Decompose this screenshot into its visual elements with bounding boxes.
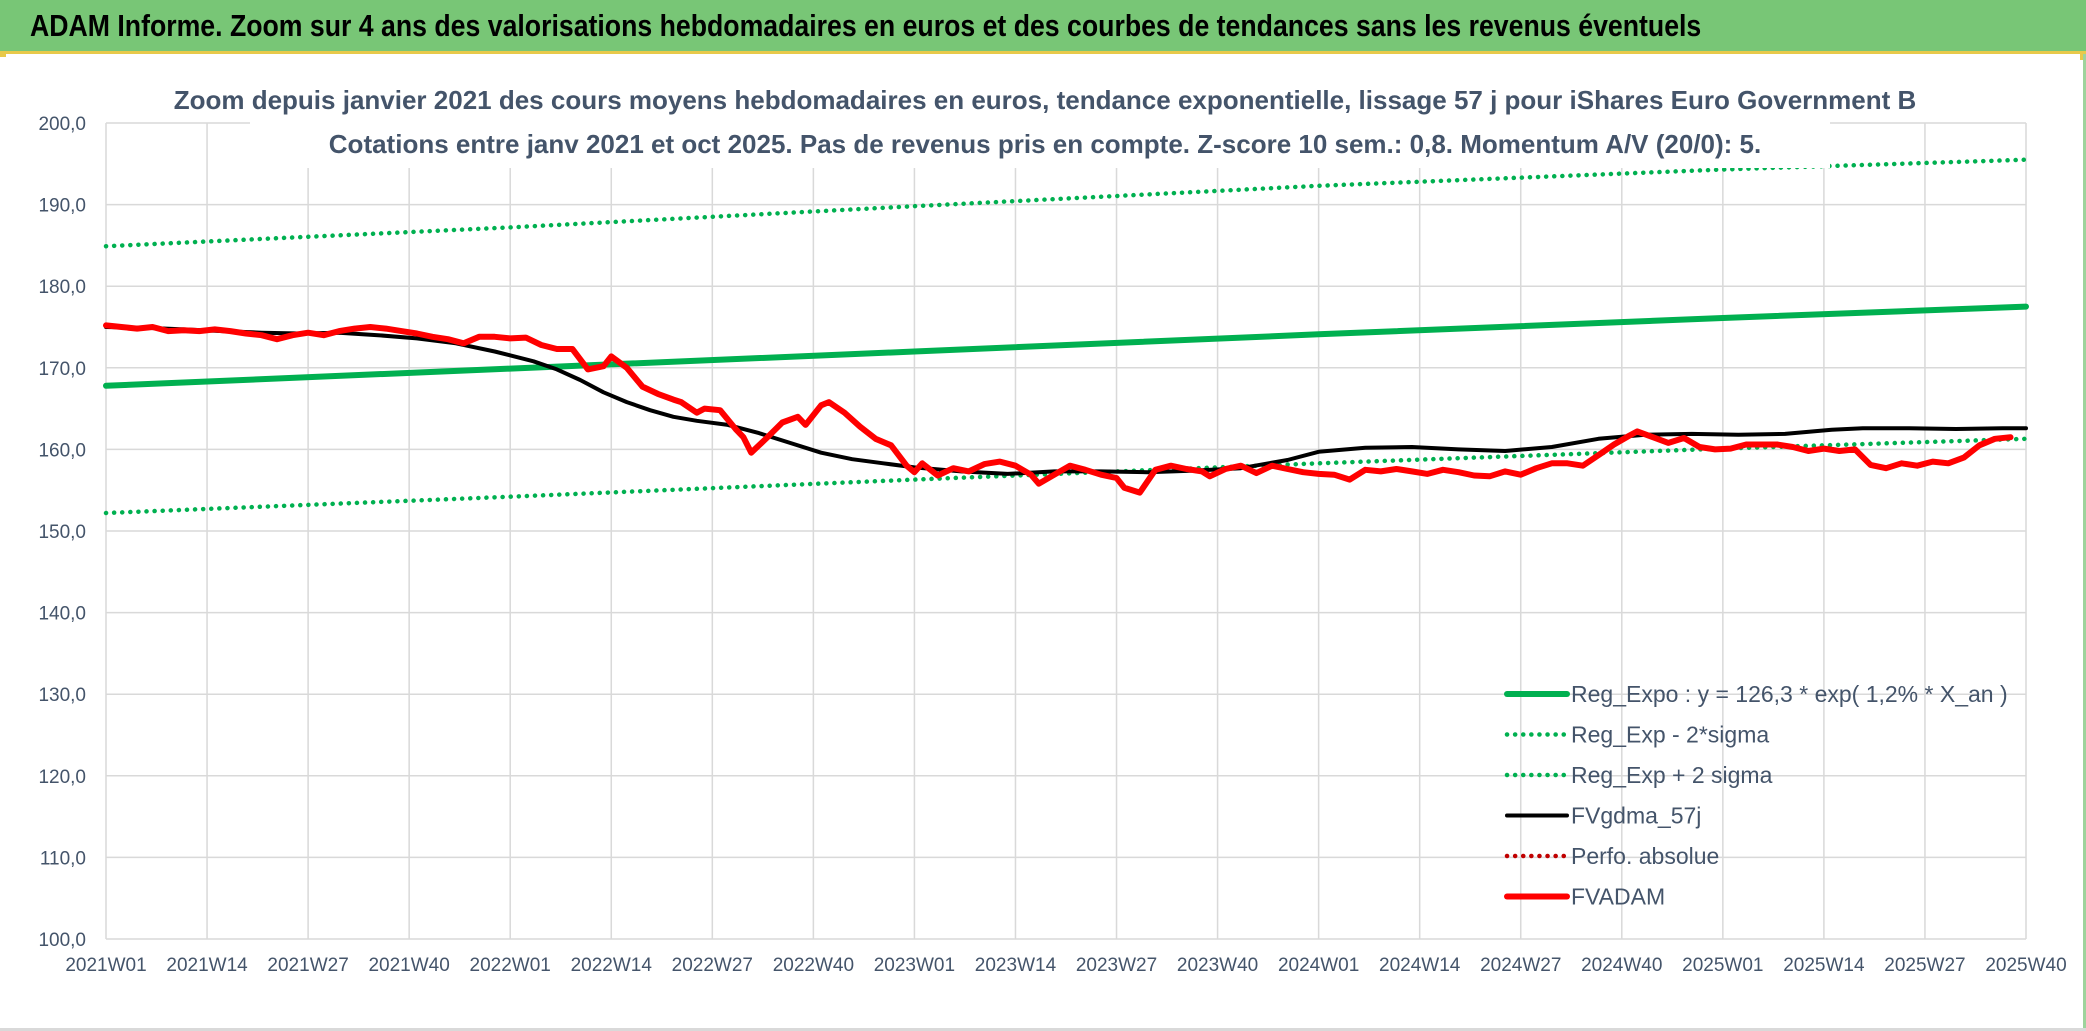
chart-area (0, 57, 2080, 1028)
legend-label: Reg_Expo : y = 126,3 * exp( 1,2% * X_an … (1571, 681, 2008, 707)
x-tick-label: 2023W01 (874, 955, 955, 976)
x-tick-label: 2024W01 (1278, 955, 1359, 976)
y-tick-label: 180,0 (38, 277, 86, 298)
x-tick-label: 2025W14 (1783, 955, 1865, 976)
x-tick-label: 2023W40 (1177, 955, 1258, 976)
x-tick-label: 2024W14 (1379, 955, 1461, 976)
y-axis-ticks: 100,0 110,0 120,0 130,0 140,0 150,0 160,0 170,0… (38, 114, 86, 951)
legend-label: Reg_Exp - 2*sigma (1571, 722, 1769, 748)
series-line-5 (103, 322, 2014, 496)
x-tick-label: 2022W14 (571, 955, 653, 976)
x-tick-label: 2022W01 (470, 955, 551, 976)
frame-border-bottom (0, 1028, 2086, 1031)
frame-border-right (2083, 54, 2086, 1031)
chart-title-background (250, 72, 1830, 168)
x-tick-label: 2025W40 (1985, 955, 2066, 976)
y-tick-label: 110,0 (40, 848, 86, 869)
y-tick-label: 120,0 (38, 767, 86, 788)
chart-legend: Reg_Expo : y = 126,3 * exp( 1,2% * X_an … (1504, 681, 2008, 910)
legend-label: FVADAM (1571, 884, 1665, 910)
series-line-0 (103, 303, 2029, 389)
x-tick-label: 2024W27 (1480, 955, 1561, 976)
x-tick-label: 2022W40 (773, 955, 854, 976)
report-banner: ADAM Informe. Zoom sur 4 ans des valoris… (0, 0, 2086, 54)
series-line-3 (104, 325, 2028, 476)
chart-title: Zoom depuis janvier 2021 des cours moyen… (174, 85, 1917, 115)
y-tick-label: 190,0 (38, 196, 86, 217)
y-tick-label: 160,0 (38, 440, 86, 461)
y-tick-label: 100,0 (38, 930, 86, 951)
y-tick-label: 130,0 (38, 685, 86, 706)
x-tick-label: 2022W27 (672, 955, 753, 976)
y-tick-label: 140,0 (38, 604, 86, 625)
x-tick-label: 2023W27 (1076, 955, 1157, 976)
chart-title-box: Zoom depuis janvier 2021 des cours moyen… (174, 72, 1917, 168)
x-tick-label: 2024W40 (1581, 955, 1662, 976)
x-tick-label: 2021W40 (368, 955, 449, 976)
legend-label: Reg_Exp + 2 sigma (1571, 762, 1773, 788)
x-tick-label: 2025W27 (1884, 955, 1965, 976)
legend-label: FVgdma_57j (1571, 803, 1701, 829)
report-title: ADAM Informe. Zoom sur 4 ans des valoris… (30, 8, 1702, 43)
x-tick-label: 2025W01 (1682, 955, 1763, 976)
chart-grid (105, 122, 2027, 940)
x-tick-label: 2021W14 (166, 955, 248, 976)
y-tick-label: 200,0 (38, 114, 86, 135)
x-axis-ticks: 2021W01 2021W14 2021W27 2021W40 2022W01 2022W… (65, 955, 2066, 976)
y-tick-label: 170,0 (38, 359, 86, 380)
legend-label: Perfo. absolue (1571, 843, 1719, 869)
x-tick-label: 2021W27 (267, 955, 348, 976)
x-tick-label: 2021W01 (65, 955, 146, 976)
y-tick-label: 150,0 (38, 522, 86, 543)
x-tick-label: 2023W14 (975, 955, 1057, 976)
chart-subtitle: Cotations entre janv 2021 et oct 2025. P… (329, 129, 1761, 159)
